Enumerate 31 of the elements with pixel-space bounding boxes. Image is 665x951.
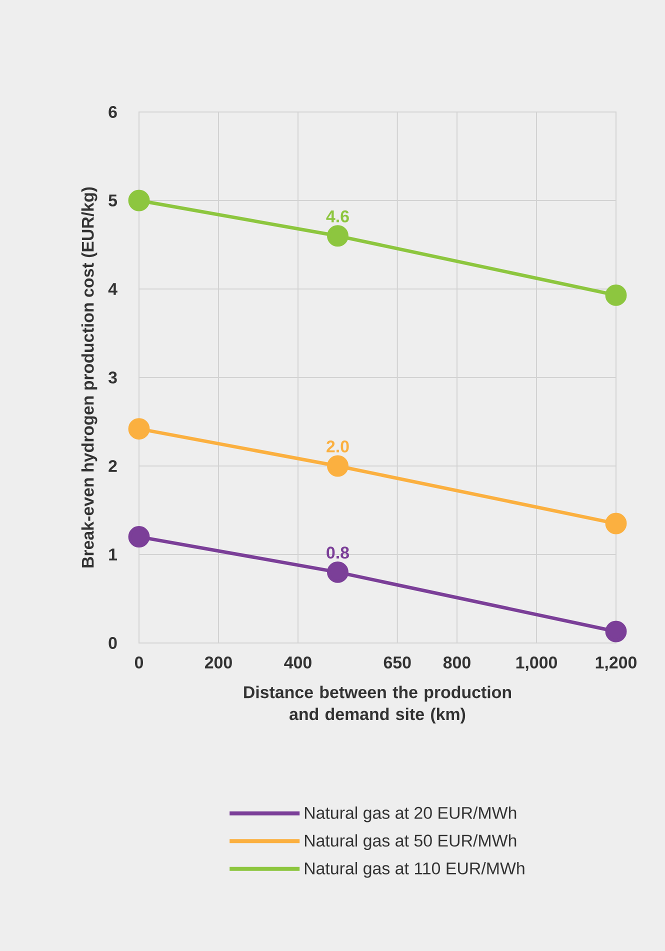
y-tick-label: 4 <box>108 283 118 295</box>
x-tick-label: 0 <box>134 656 144 669</box>
point <box>605 620 627 642</box>
y-axis-title: Break-even hydrogen production cost (EUR/kg) <box>81 187 98 568</box>
x-tick-label: 800 <box>443 656 470 669</box>
point <box>128 190 150 212</box>
x-tick-label: 400 <box>284 656 312 669</box>
x-tick-label: 200 <box>204 656 232 669</box>
x-tick-label: 650 <box>384 656 411 669</box>
y-tick-label: 1 <box>109 548 118 560</box>
y-tick-label: 6 <box>108 106 117 118</box>
point <box>128 418 150 440</box>
data-label: 0.8 <box>326 546 350 559</box>
x-tick-label: 1,000 <box>516 656 557 671</box>
point <box>327 455 348 477</box>
data-label: 2.0 <box>326 440 349 452</box>
point <box>327 561 348 583</box>
legend-label: Natural gas at 110 EUR/MWh <box>304 862 524 878</box>
point <box>605 512 627 534</box>
legend-label: Natural gas at 50 EUR/MWh <box>304 834 516 850</box>
y-tick-label: 5 <box>108 194 118 206</box>
y-tick-label: 3 <box>108 371 117 384</box>
y-tick-label: 0 <box>108 636 117 649</box>
data-label: 4.6 <box>326 210 349 222</box>
legend-label: Natural gas at 20 EUR/MWh <box>304 806 516 822</box>
x-axis-title: Distance between the production and demand site (km) <box>244 686 511 724</box>
point <box>605 284 627 306</box>
point <box>327 225 348 247</box>
x-tick-label: 1,200 <box>596 656 636 671</box>
point <box>128 526 150 548</box>
y-tick-label: 2 <box>108 460 117 472</box>
